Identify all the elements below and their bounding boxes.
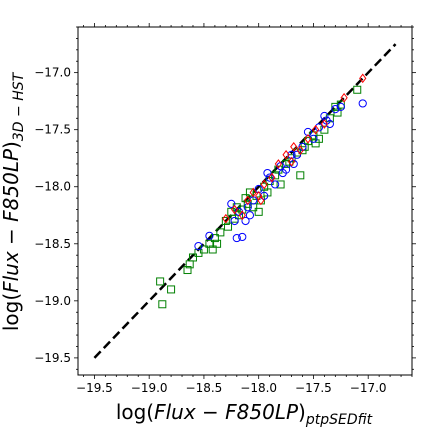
axes [77, 26, 413, 376]
data-point-square [245, 188, 254, 197]
data-point-circle [260, 191, 269, 200]
data-point-square [156, 277, 165, 286]
data-point-circle [194, 241, 203, 251]
x-tick-label: −19.5 [76, 381, 113, 395]
data-point-square [234, 211, 243, 220]
data-point-diamond [230, 204, 239, 215]
data-point-square [210, 234, 219, 243]
data-point-diamond [249, 187, 257, 198]
x-tick-label: −18.0 [240, 381, 277, 395]
data-point-circle [298, 142, 307, 151]
data-point-diamond [359, 73, 367, 84]
data-point-circle [227, 199, 236, 208]
data-point-diamond [340, 92, 348, 103]
data-point-circle [292, 150, 302, 159]
data-point-circle [241, 216, 250, 226]
data-point-diamond [290, 141, 298, 152]
data-point-square [213, 239, 222, 248]
data-point-circle [336, 102, 345, 111]
data-point-circle [358, 99, 367, 108]
y-tick-label: −17.0 [34, 66, 71, 80]
data-point-diamond [274, 159, 283, 169]
data-point-square [314, 134, 323, 143]
data-point-circle [245, 211, 255, 220]
data-point-square [208, 245, 217, 254]
data-point-diamond [260, 179, 268, 190]
x-tick-label: −17.0 [350, 381, 387, 395]
data-point-square [224, 222, 233, 231]
data-point-circle [278, 168, 287, 178]
data-point-square [353, 85, 362, 94]
data-point-circle [238, 232, 247, 242]
data-point-square [276, 180, 285, 189]
data-point-circle [271, 180, 280, 189]
data-point-circle [232, 233, 241, 243]
data-point-diamond [304, 133, 312, 144]
y-axis-label: log(Flux − F850LP)3D − HST [0, 71, 27, 331]
data-point-square [221, 216, 230, 225]
data-point-circle [263, 168, 272, 178]
data-point-square [254, 207, 263, 216]
data-point-square [188, 253, 197, 262]
data-point-circle [322, 116, 331, 125]
axes-frame [77, 26, 413, 376]
y-tick-label: −18.5 [34, 237, 71, 251]
data-point-diamond [296, 145, 304, 156]
data-point-square [216, 228, 225, 237]
data-point-square [293, 148, 302, 157]
data-point-square [296, 171, 305, 180]
tick-marks [74, 23, 416, 379]
x-axis-label: log(Flux − F850LP)ptpSEDfit [116, 400, 373, 428]
y-tick-label: −18.0 [34, 180, 71, 194]
data-points [156, 73, 367, 309]
x-tick-label: −17.5 [295, 381, 332, 395]
y-tick-label: −19.0 [34, 294, 71, 308]
data-point-diamond [268, 172, 276, 183]
data-point-diamond [222, 213, 230, 224]
y-tick-label: −17.5 [34, 123, 71, 137]
data-point-square [158, 300, 167, 309]
data-point-diamond [238, 210, 246, 221]
data-point-circle [230, 216, 239, 226]
data-point-circle [309, 134, 318, 143]
data-point-diamond [255, 191, 263, 201]
data-point-circle [331, 105, 340, 114]
data-point-diamond [287, 156, 296, 167]
tick-labels: −19.5 −19.0 −18.5 −18.0 −17.5 −17.0 −19.5 −19.0… [34, 66, 386, 395]
data-point-circle [314, 123, 324, 132]
data-point-diamond [244, 195, 252, 206]
data-point-diamond [282, 149, 290, 160]
data-point-square [167, 285, 176, 294]
data-point-square [320, 125, 329, 134]
x-tick-label: −18.5 [186, 381, 223, 395]
x-tick-label: −19.0 [131, 381, 168, 395]
data-point-square [331, 102, 340, 111]
data-point-square [336, 100, 345, 109]
data-point-square [183, 266, 192, 275]
data-point-diamond [312, 124, 320, 135]
y-tick-label: −19.5 [34, 351, 71, 365]
data-point-circle [205, 231, 214, 240]
data-point-circle [265, 173, 274, 182]
data-point-diamond [320, 119, 329, 129]
